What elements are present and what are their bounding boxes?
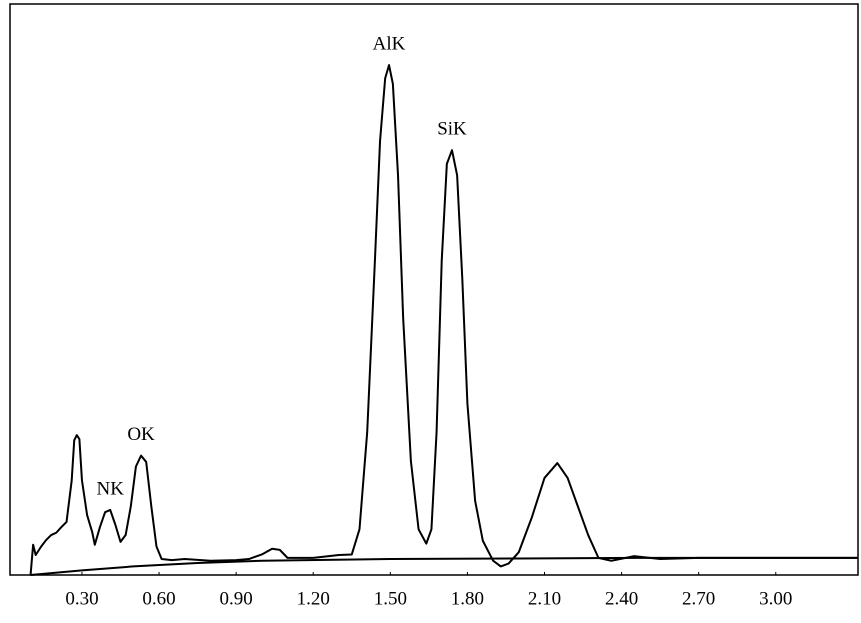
- spectrum-line: [30, 556, 858, 576]
- x-tick-label: 2.10: [528, 588, 561, 609]
- plot-frame: [9, 3, 859, 576]
- x-tick-label: 0.90: [220, 588, 253, 609]
- x-tick-label: 3.00: [759, 588, 792, 609]
- x-tick-label: 2.70: [682, 588, 715, 609]
- x-tick-label: 1.50: [374, 588, 407, 609]
- peak-label: AlK: [373, 33, 406, 54]
- peak-label: OK: [127, 424, 155, 445]
- x-tick-label: 0.30: [65, 588, 98, 609]
- peak-label: SiK: [437, 119, 467, 140]
- x-tick-label: 2.40: [605, 588, 638, 609]
- x-tick-label: 1.80: [451, 588, 484, 609]
- x-tick-label: 1.20: [297, 588, 330, 609]
- x-tick-label: 0.60: [142, 588, 175, 609]
- peak-label: NK: [96, 478, 124, 499]
- spectrum-line: [29, 64, 858, 576]
